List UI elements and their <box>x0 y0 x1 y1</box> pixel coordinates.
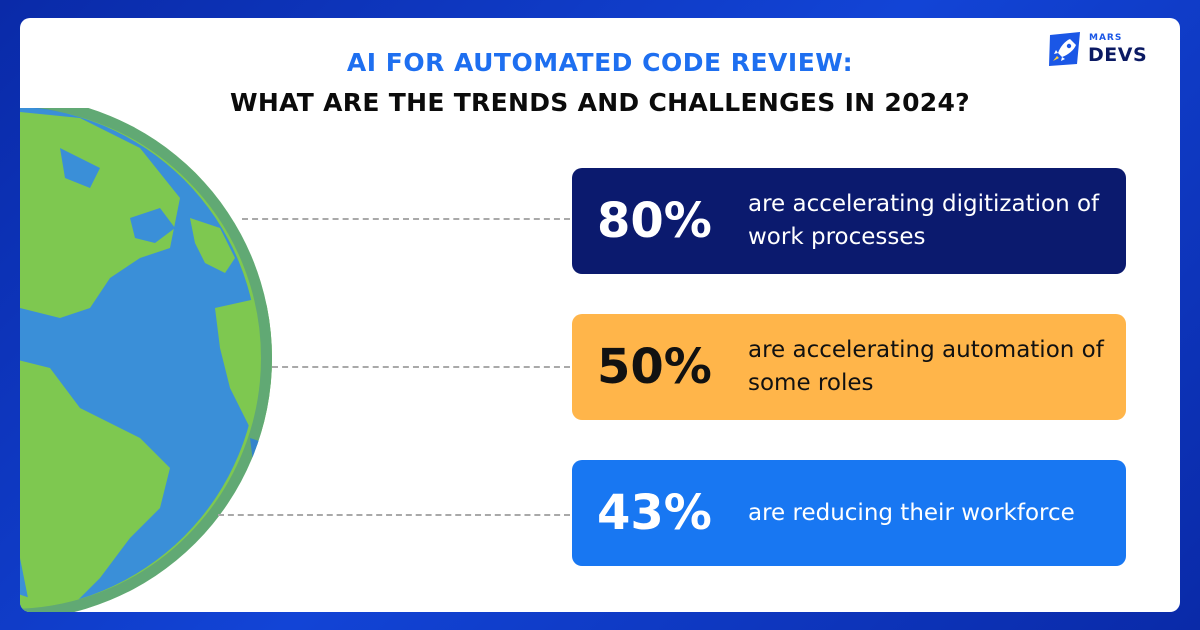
connector-line-2 <box>272 366 570 368</box>
infographic-card: AI FOR AUTOMATED CODE REVIEW: WHAT ARE T… <box>20 18 1180 612</box>
logo-big-text: DEVS <box>1088 44 1148 66</box>
globe-illustration <box>20 108 272 612</box>
rocket-icon <box>1049 32 1080 66</box>
stat-description-2: are accelerating automation of some role… <box>748 337 1104 396</box>
stat-percent-2: 50% <box>597 339 712 395</box>
connector-line-1 <box>242 218 570 220</box>
stat-percent-1: 80% <box>597 193 712 249</box>
stat-description-1: are accelerating digitization of work pr… <box>748 191 1100 250</box>
marsdevs-logo[interactable]: MARS DEVS <box>1047 30 1172 74</box>
connector-line-3 <box>218 514 570 516</box>
title-line-1: AI FOR AUTOMATED CODE REVIEW: <box>346 48 854 77</box>
stat-card-1: 80% are accelerating digitization of wor… <box>572 168 1126 274</box>
stat-percent-3: 43% <box>597 485 712 541</box>
title-line-2: WHAT ARE THE TRENDS AND CHALLENGES IN 20… <box>230 88 970 117</box>
stat-card-2: 50% are accelerating automation of some … <box>572 314 1126 420</box>
logo-small-text: MARS <box>1089 33 1123 43</box>
stat-description-3: are reducing their workforce <box>748 499 1075 526</box>
stat-card-3: 43% are reducing their workforce <box>572 460 1126 566</box>
